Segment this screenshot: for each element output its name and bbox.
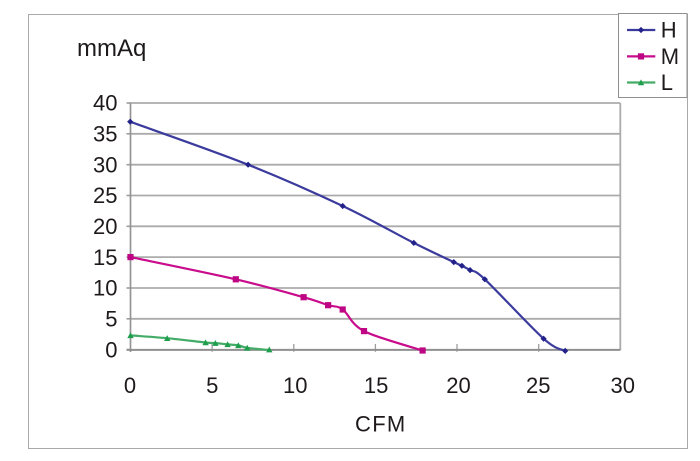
svg-text:M: M (661, 44, 679, 69)
svg-text:H: H (661, 18, 677, 43)
svg-text:L: L (661, 70, 673, 95)
svg-text:15: 15 (93, 245, 117, 270)
svg-text:15: 15 (364, 373, 388, 398)
svg-text:10: 10 (93, 276, 117, 301)
svg-text:5: 5 (206, 373, 218, 398)
svg-text:20: 20 (93, 214, 117, 239)
svg-text:25: 25 (526, 373, 550, 398)
svg-text:40: 40 (93, 91, 117, 116)
svg-text:30: 30 (93, 152, 117, 177)
svg-text:20: 20 (446, 373, 470, 398)
svg-text:10: 10 (283, 373, 307, 398)
svg-text:30: 30 (611, 373, 635, 398)
svg-text:CFM: CFM (355, 412, 407, 437)
svg-text:5: 5 (105, 307, 117, 332)
svg-text:0: 0 (124, 373, 136, 398)
svg-text:25: 25 (93, 183, 117, 208)
svg-text:mmAq: mmAq (77, 35, 146, 62)
svg-text:0: 0 (105, 337, 117, 362)
svg-text:35: 35 (93, 122, 117, 147)
